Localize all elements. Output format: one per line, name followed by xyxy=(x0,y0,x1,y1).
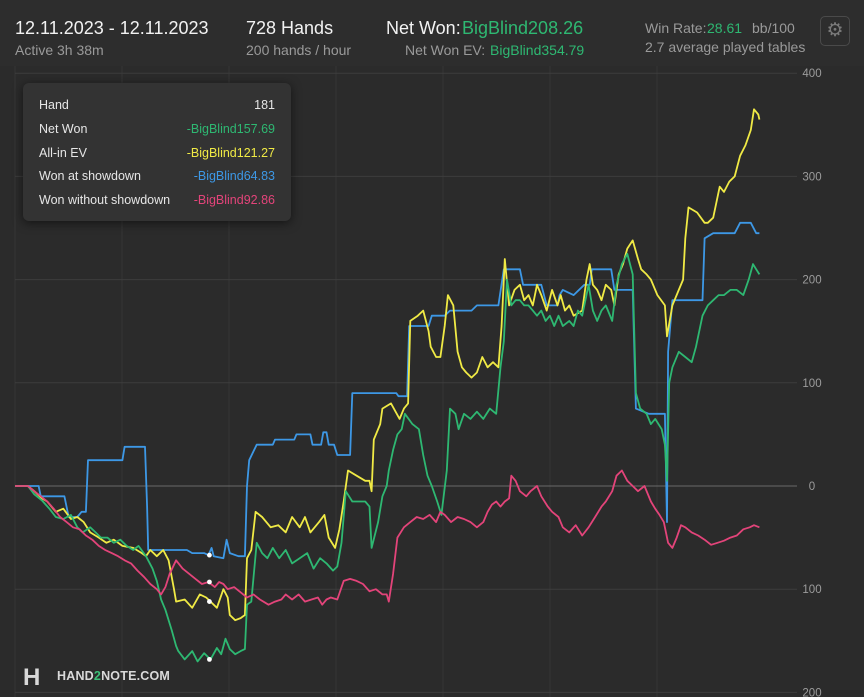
y-tick-label: 300 xyxy=(802,171,821,183)
tooltip-label: Won at showdown xyxy=(39,169,141,183)
gear-icon[interactable]: ⚙ xyxy=(820,16,850,46)
y-tick-label: 200 xyxy=(802,275,821,287)
logo-text: HAND2NOTE.COM xyxy=(57,669,170,683)
win-rate-label: Win Rate: xyxy=(645,20,707,36)
win-rate-unit: bb/100 xyxy=(752,20,795,36)
tooltip-label: Net Won xyxy=(39,122,88,136)
hands-rate: 200 hands / hour xyxy=(246,42,352,58)
series-line-showdown xyxy=(15,221,760,560)
y-axis-ticks: 400 300 200 100 0 100 200 xyxy=(802,68,821,697)
active-time: Active 3h 38m xyxy=(15,42,104,58)
date-range: 12.11.2023 - 12.11.2023 xyxy=(15,18,209,38)
y-tick-label: 200 xyxy=(802,687,821,697)
logo-two: 2 xyxy=(93,669,102,683)
tooltip-value: -BigBlind64.83 xyxy=(193,169,275,183)
logo-suffix: NOTE.COM xyxy=(101,669,171,683)
y-tick-label: 400 xyxy=(802,68,821,80)
logo-prefix: HAND xyxy=(57,669,94,683)
net-won-ev-label: Net Won EV: xyxy=(405,42,486,58)
hover-tooltip: Hand 181 Net Won -BigBlind157.69 All-in … xyxy=(23,83,291,221)
tooltip-row-showdown: Won at showdown -BigBlind64.83 xyxy=(39,169,275,187)
net-won-ev-value: BigBlind354.79 xyxy=(490,42,585,58)
h2n-logo-icon: H xyxy=(23,664,41,691)
net-won-value: BigBlind208.26 xyxy=(462,18,584,38)
tooltip-row-hand: Hand 181 xyxy=(39,98,275,116)
tooltip-label: Won without showdown xyxy=(39,193,171,207)
tooltip-row-all-in-ev: All-in EV -BigBlind121.27 xyxy=(39,146,275,164)
win-rate-value: 28.61 xyxy=(707,20,743,36)
tooltip-row-net-won: Net Won -BigBlind157.69 xyxy=(39,122,275,140)
hover-markers xyxy=(207,552,212,662)
series-line-non-showdown xyxy=(15,469,760,606)
avg-tables: 2.7 average played tables xyxy=(645,39,806,55)
y-tick-label: 0 xyxy=(809,481,815,493)
stats-header: 12.11.2023 - 12.11.2023 Active 3h 38m 72… xyxy=(0,0,864,66)
y-tick-label: 100 xyxy=(802,378,821,390)
hover-dot-all-in-ev xyxy=(207,599,212,604)
chart-series xyxy=(15,108,761,663)
hover-dot-net-won xyxy=(207,656,212,662)
tooltip-value: -BigBlind92.86 xyxy=(193,193,275,207)
hover-dot-non-showdown xyxy=(207,579,212,585)
tooltip-value: -BigBlind157.69 xyxy=(186,122,275,136)
series-line-net-won xyxy=(15,252,761,663)
tooltip-label: All-in EV xyxy=(39,146,87,160)
net-won-label: Net Won: xyxy=(386,18,461,38)
tooltip-row-non-showdown: Won without showdown -BigBlind92.86 xyxy=(39,193,275,211)
hands-count: 728 Hands xyxy=(246,18,334,38)
hover-dot-showdown xyxy=(207,552,212,558)
y-tick-label: 100 xyxy=(802,584,821,596)
tooltip-value: -BigBlind121.27 xyxy=(186,146,275,160)
tooltip-label: Hand xyxy=(39,98,69,112)
tooltip-value: 181 xyxy=(254,98,275,112)
series-line-all-in-ev xyxy=(15,108,761,622)
